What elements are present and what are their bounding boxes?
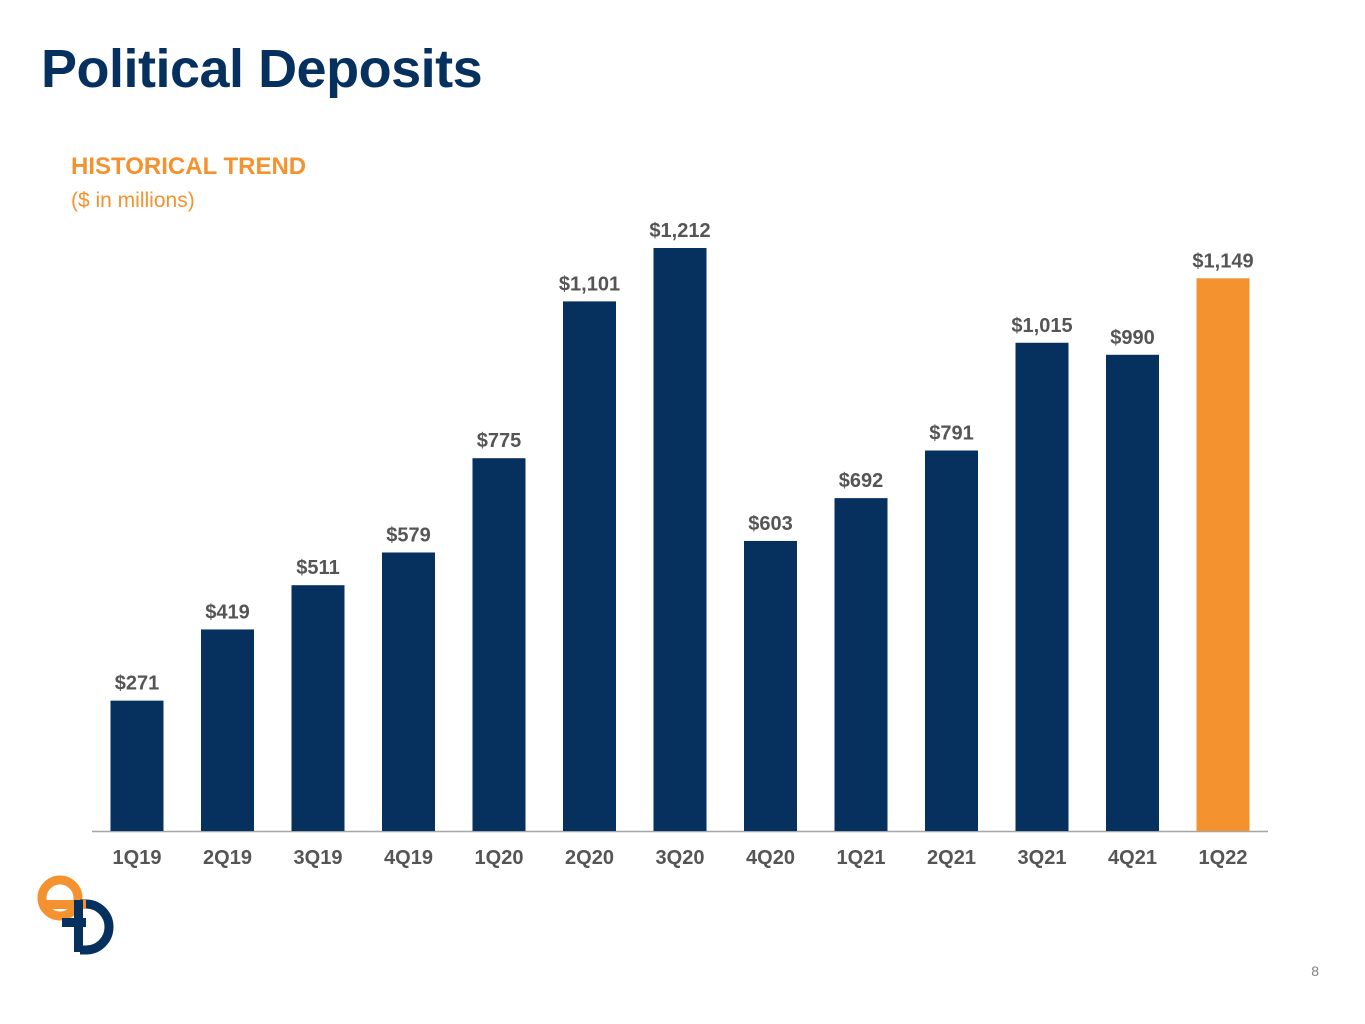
x-tick-label-2Q20: 2Q20 xyxy=(565,847,614,869)
data-label-2Q19: $419 xyxy=(205,601,250,623)
chart-units: ($ in millions) xyxy=(71,189,195,212)
bar-4Q19 xyxy=(382,552,435,831)
bar-3Q21 xyxy=(1015,342,1069,831)
bar-3Q19 xyxy=(291,585,345,831)
bar-2Q21 xyxy=(925,450,978,831)
chart-subtitle: HISTORICAL TREND xyxy=(71,153,307,180)
data-label-2Q20: $1,101 xyxy=(559,273,620,295)
x-tick-label-4Q19: 4Q19 xyxy=(384,847,433,869)
data-label-3Q21: $1,015 xyxy=(1011,315,1072,337)
x-tick-label-1Q19: 1Q19 xyxy=(113,847,162,869)
data-label-1Q22: $1,149 xyxy=(1192,250,1253,272)
bar-1Q20 xyxy=(472,458,526,831)
x-tick-label-2Q19: 2Q19 xyxy=(203,847,252,869)
page-title: Political Deposits xyxy=(41,39,483,99)
x-tick-label-1Q22: 1Q22 xyxy=(1199,847,1248,869)
bar-1Q21 xyxy=(834,498,888,831)
data-label-3Q19: $511 xyxy=(296,557,339,579)
x-tick-label-3Q20: 3Q20 xyxy=(656,847,705,869)
x-tick-label-3Q19: 3Q19 xyxy=(294,847,343,869)
company-logo-icon xyxy=(37,875,114,955)
x-tick-label-4Q21: 4Q21 xyxy=(1108,847,1157,869)
bar-4Q21 xyxy=(1106,354,1159,831)
data-label-4Q21: $990 xyxy=(1110,327,1155,349)
data-label-1Q20: $775 xyxy=(477,430,522,452)
data-label-2Q21: $791 xyxy=(929,423,974,445)
data-label-1Q19: $271 xyxy=(115,673,160,695)
bar-1Q19 xyxy=(110,700,164,831)
x-tick-label-3Q21: 3Q21 xyxy=(1018,847,1067,869)
x-tick-label-1Q21: 1Q21 xyxy=(837,847,886,869)
data-label-4Q19: $579 xyxy=(386,524,431,546)
bar-chart: $271 1Q19 $419 2Q19 $511 3Q19 $579 4Q19 $775 1Q20… xyxy=(92,220,1268,869)
bar-3Q20 xyxy=(653,248,707,831)
bar-4Q20 xyxy=(744,540,797,831)
x-tick-label-4Q20: 4Q20 xyxy=(746,847,795,869)
data-label-3Q20: $1,212 xyxy=(649,220,710,242)
bar-2Q20 xyxy=(563,301,616,831)
page-number: 8 xyxy=(1311,963,1319,979)
x-tick-label-2Q21: 2Q21 xyxy=(927,847,976,869)
bar-1Q22 xyxy=(1196,278,1250,831)
data-label-1Q21: $692 xyxy=(839,470,884,492)
data-label-4Q20: $603 xyxy=(748,513,793,535)
x-tick-label-1Q20: 1Q20 xyxy=(475,847,524,869)
bar-2Q19 xyxy=(201,629,254,831)
